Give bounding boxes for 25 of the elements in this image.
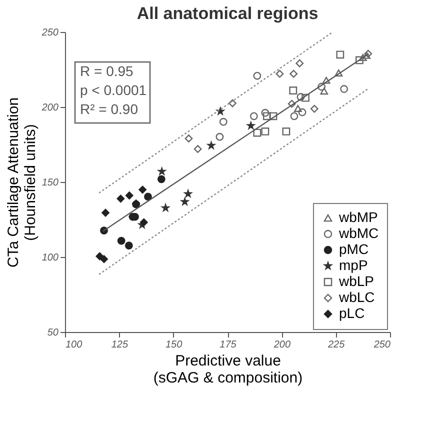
y-tick-label: 50 [47,328,59,338]
x-tick-label: 100 [66,340,83,350]
y-tick-label: 250 [40,28,59,38]
y-tick-label: 100 [42,252,59,264]
annotation: R = 0.95 [80,63,134,79]
x-tick-label: 175 [220,340,237,350]
legend-label: pLC [339,305,365,321]
annotation: R² = 0.90 [80,101,138,117]
x-tick-label: 125 [111,340,128,350]
legend-label: wbMP [338,209,378,225]
legend-label: mpP [339,257,368,273]
y-tick-label: 200 [40,102,59,114]
x-tick-label: 150 [165,340,183,350]
legend-label: wbLP [338,273,374,289]
x-tick-label: 200 [272,340,291,350]
x-axis-title: Predictive value (sGAG & composition) [153,352,303,386]
legend-label: wbLC [338,289,375,305]
legend-label: wbMC [338,225,379,241]
x-tick-label: 225 [326,340,346,350]
x-tick-label: 250 [372,340,391,350]
annotation: p < 0.0001 [80,82,147,98]
y-tick-label: 150 [42,178,59,188]
y-axis-title: CTa Cartilage Attenuation (Hounsfield units) [4,97,39,268]
legend-label: pMC [339,241,369,257]
chart-title: All anatomical regions [136,4,318,23]
